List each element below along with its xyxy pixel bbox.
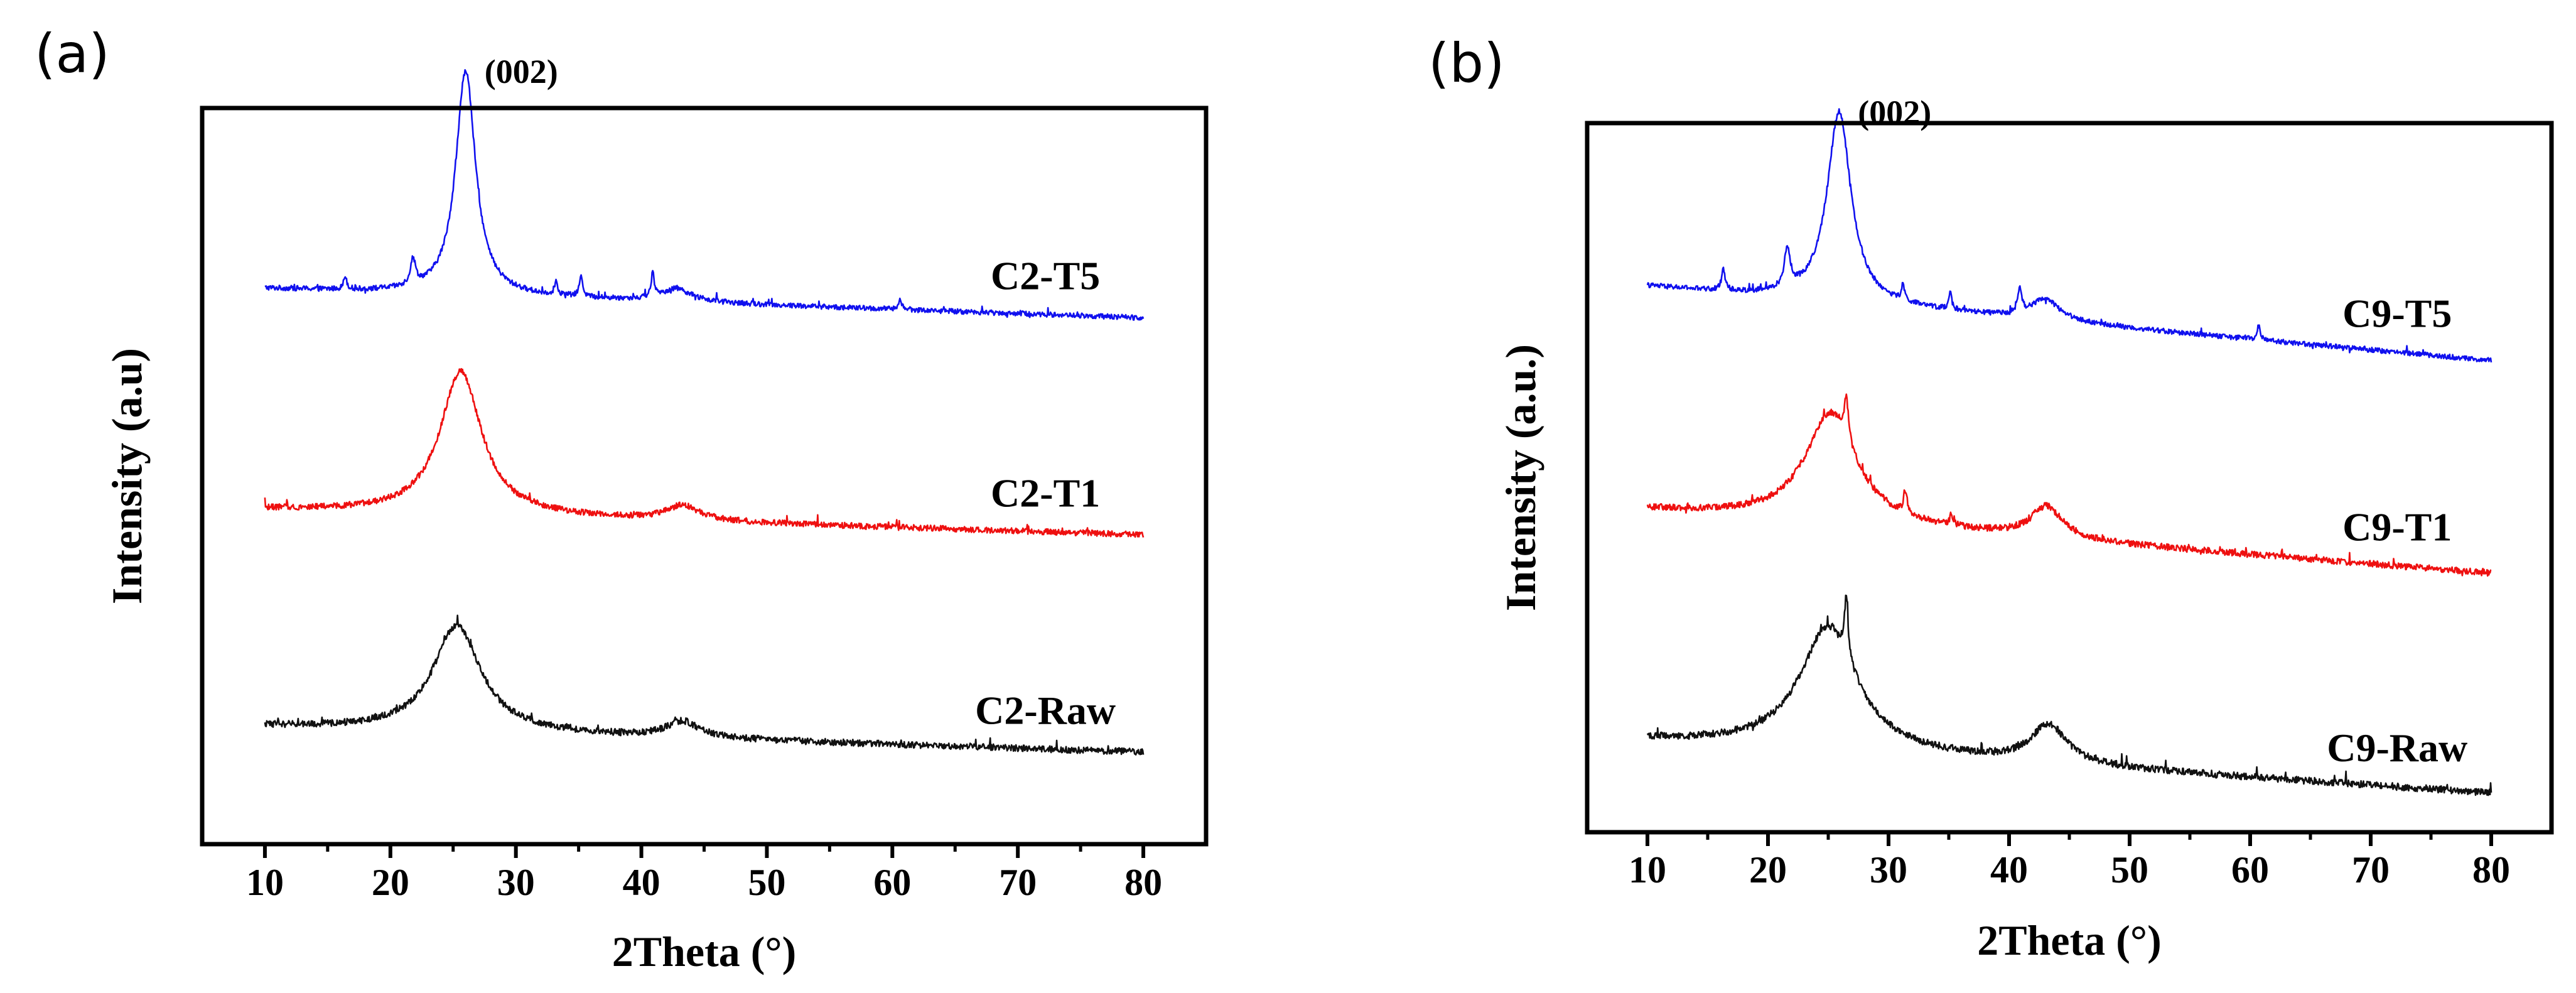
panel-b: (b) C9-T5 C9-T1 C9-Raw (002) 10 20 30 40 50 60 70 80… [1428,32,2554,964]
series-line-c9-raw [1646,594,2492,796]
x-tick-label: 10 [246,862,284,903]
series-label-c2-t1: C2-T1 [991,471,1100,516]
x-tick-label: 60 [873,862,911,903]
x-tick-label: 30 [497,862,535,903]
x-tick-label: 20 [372,862,409,903]
panel-a: (a) C2-T5 C2-T1 C2-Raw (002) 10 20 30 40 50 60 70 80… [35,23,1209,975]
series-line-c2-t5 [264,69,1145,321]
y-axis-label: Intensity (a.u.) [1497,344,1544,611]
peak-annotation-002: (002) [1858,94,1931,131]
x-tick-label: 10 [1629,849,1666,891]
x-tick-label: 80 [2472,849,2510,891]
panel-label: (b) [1428,32,1505,95]
series-line-c9-t5 [1646,108,2492,363]
x-tick-label: 70 [999,862,1037,903]
x-tick-label: 30 [1870,849,1907,891]
x-axis-label: 2Theta (°) [612,928,796,975]
series-label-c9-t5: C9-T5 [2342,291,2452,335]
series-line-c2-raw [264,614,1145,756]
x-tick-label: 50 [748,862,785,903]
series-label-c2-t5: C2-T5 [991,253,1100,298]
x-axis-label: 2Theta (°) [1977,916,2161,964]
x-tick-label: 20 [1749,849,1787,891]
panel-label: (a) [35,23,110,85]
peak-annotation-002: (002) [485,53,558,90]
y-axis-label: Intensity (a.u) [103,348,151,604]
x-tick-label: 70 [2352,849,2390,891]
series-line-c9-t1 [1646,393,2492,577]
series-line-c2-t1 [264,367,1145,538]
x-tick-label: 40 [1990,849,2028,891]
x-tick-label: 40 [623,862,660,903]
x-tick-label: 80 [1124,862,1162,903]
series-label-c2-raw: C2-Raw [975,688,1116,732]
series-label-c9-t1: C9-T1 [2342,505,2452,550]
series-label-c9-raw: C9-Raw [2327,725,2467,770]
x-tick-label: 50 [2111,849,2148,891]
x-tick-label: 60 [2231,849,2269,891]
